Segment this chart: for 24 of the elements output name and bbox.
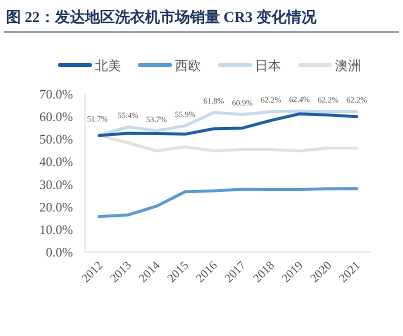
legend-label: 澳洲 <box>335 58 361 73</box>
data-label: 60.9% <box>232 98 253 108</box>
line-series <box>98 187 358 218</box>
y-tick-label: 50.0% <box>39 132 74 147</box>
data-label: 61.8% <box>203 96 224 106</box>
data-label: 62.2% <box>318 96 339 105</box>
legend-label: 北美 <box>95 58 121 73</box>
data-label: 53.7% <box>146 114 168 124</box>
data-label: 55.9% <box>174 110 196 119</box>
y-tick-label: 40.0% <box>39 154 74 170</box>
y-tick-label: 60.0% <box>39 109 74 124</box>
chart-title: 图 22：发达地区洗衣机市场销量 CR3 变化情况 <box>6 8 318 26</box>
y-tick-label: 10.0% <box>39 222 74 237</box>
y-tick-label: 20.0% <box>39 199 74 214</box>
data-label: 51.7% <box>86 114 108 124</box>
y-tick-label: 0.0% <box>46 244 74 260</box>
data-label: 62.4% <box>289 95 310 104</box>
data-label: 62.2% <box>346 96 368 105</box>
legend-label: 西欧 <box>175 58 201 73</box>
y-tick-label: 30.0% <box>39 176 74 192</box>
y-tick-label: 70.0% <box>39 86 74 102</box>
data-label: 55.4% <box>118 110 139 120</box>
legend-label: 日本 <box>255 58 281 73</box>
data-label: 62.2% <box>260 96 282 105</box>
